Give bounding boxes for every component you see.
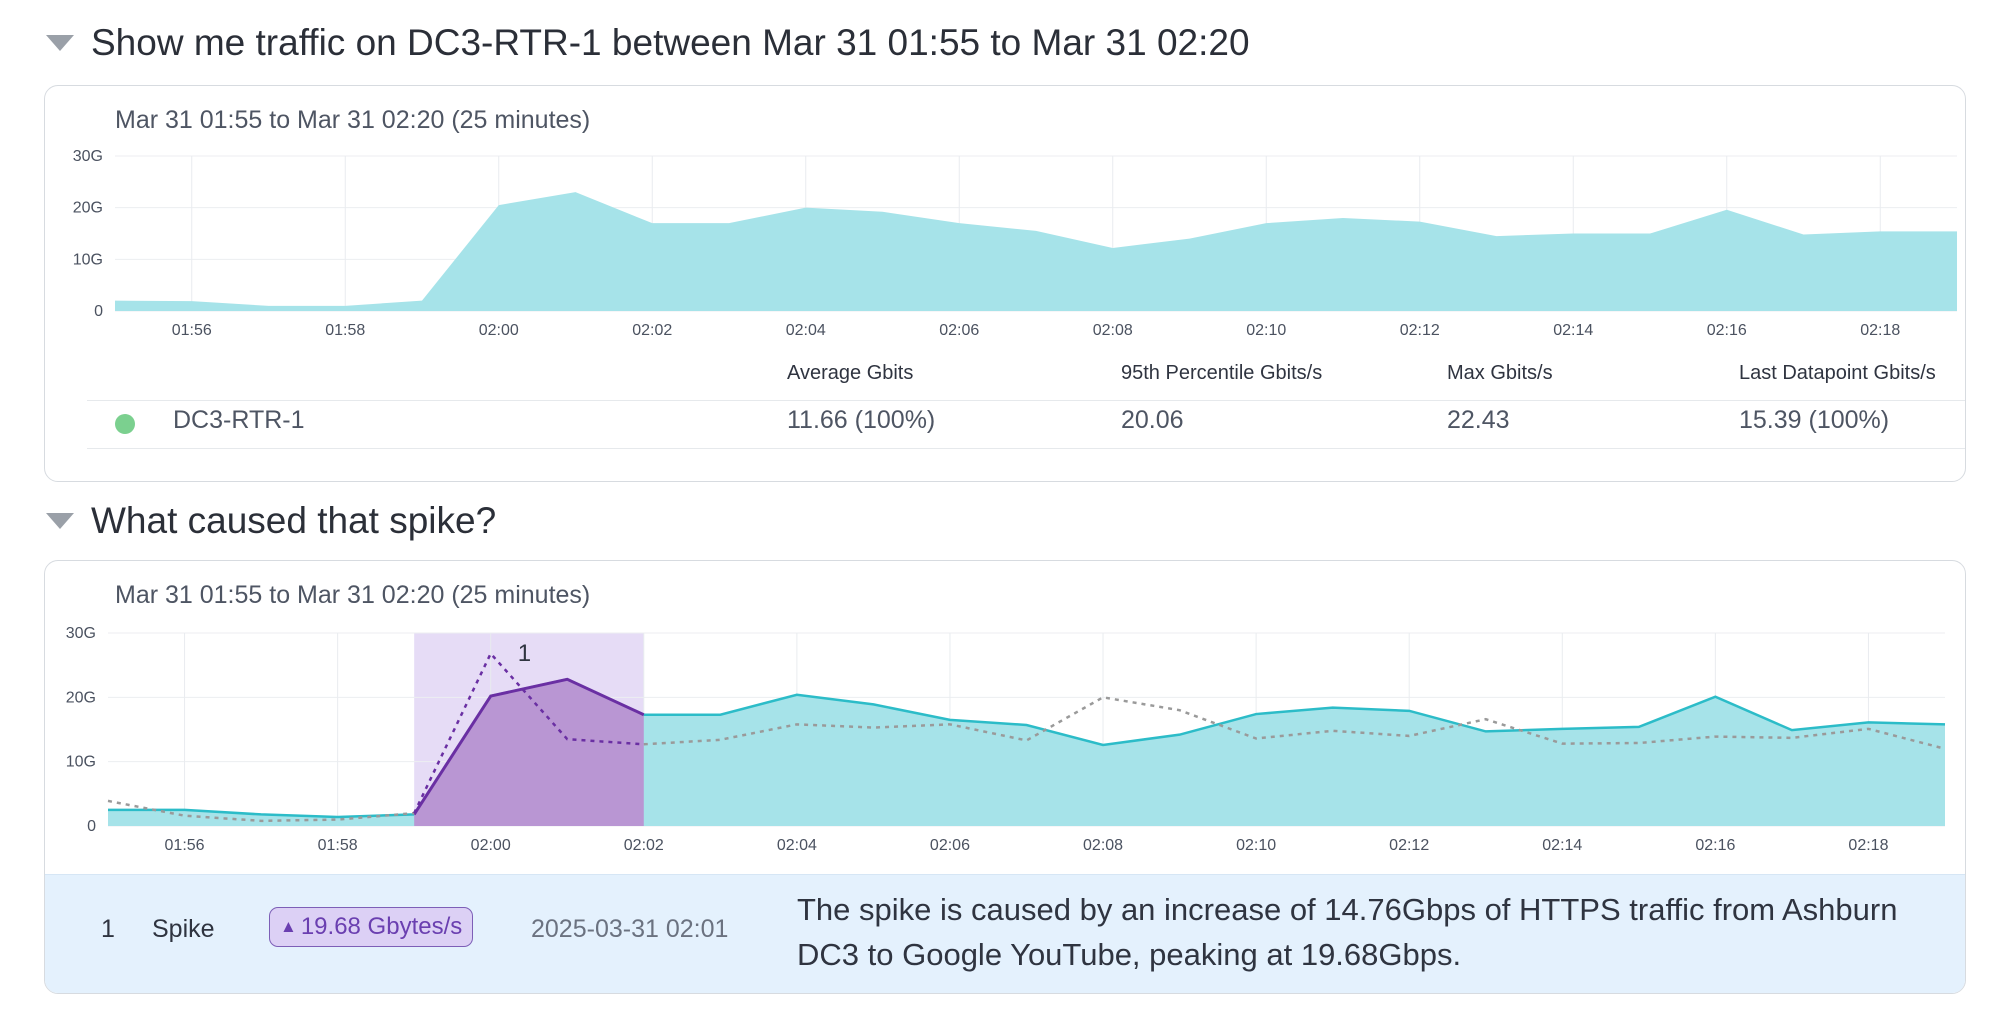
x-tick-label: 02:04 [786,322,826,339]
x-tick-label: 02:02 [632,322,672,339]
x-tick-label: 01:56 [172,322,212,339]
stats-header-average: Average Gbits [787,362,914,384]
x-tick-label: 02:14 [1542,837,1582,854]
y-tick-label: 20G [66,689,96,706]
stats-header-last: Last Datapoint Gbits/s [1739,362,1936,384]
arrow-up-icon: ▲ [280,917,297,936]
section-header-traffic[interactable]: Show me traffic on DC3-RTR-1 between Mar… [46,22,1250,64]
y-tick-label: 10G [73,251,103,268]
x-tick-label: 02:16 [1695,837,1735,854]
stats-header-max: Max Gbits/s [1447,362,1553,384]
spike-description: The spike is caused by an increase of 14… [797,892,1898,972]
section-title: What caused that spike? [91,500,497,541]
spike-panel: Mar 31 01:55 to Mar 31 02:20 (25 minutes… [44,560,1966,994]
traffic-area-chart: 0 10G 20G 30G 01:56 01:58 02:00 02:02 02:04 02:06… [73,148,1957,339]
stat-p95: 20.06 [1121,406,1184,434]
x-tick-label: 02:06 [939,322,979,339]
area-fill [108,679,1945,826]
series-color-dot [115,414,135,434]
x-tick-label: 02:14 [1553,322,1593,339]
chart-range-label: Mar 31 01:55 to Mar 31 02:20 (25 minutes… [115,106,591,134]
x-tick-label: 02:16 [1707,322,1747,339]
traffic-panel: Mar 31 01:55 to Mar 31 02:20 (25 minutes… [44,85,1966,482]
comparison-line [107,799,415,823]
x-tick-label: 02:04 [777,837,817,854]
comparison-line-spike [413,651,644,814]
spike-row[interactable]: 1 Spike ▲ 19.68 Gbytes/s 2025-03-31 02:0… [45,874,1965,993]
y-tick-label: 30G [73,148,103,165]
x-tick-label: 02:18 [1848,837,1888,854]
section-title: Show me traffic on DC3-RTR-1 between Mar… [91,22,1250,63]
spike-area-fill [414,679,644,826]
comparison-line [643,696,1946,751]
x-tick-label: 02:02 [624,837,664,854]
y-tick-label: 30G [66,625,96,642]
section-header-spike[interactable]: What caused that spike? [46,500,496,542]
stat-max: 22.43 [1447,406,1510,434]
y-tick-label: 20G [73,200,103,217]
spike-line [412,677,645,816]
x-tick-label: 02:12 [1389,837,1429,854]
x-tick-label: 01:58 [318,837,358,854]
collapse-caret-icon[interactable] [46,35,74,51]
x-tick-label: 01:56 [165,837,205,854]
stat-last: 15.39 (100%) [1739,406,1890,434]
spike-area-chart: 0 10G 20G 30G 01:56 01:58 02:00 02:02 02:04 02:06… [66,625,1946,854]
x-tick-label: 02:12 [1400,322,1440,339]
collapse-caret-icon[interactable] [46,513,74,529]
divider [87,448,1965,449]
x-tick-label: 02:10 [1236,837,1276,854]
y-tick-label: 10G [66,754,96,771]
spike-number: 1 [101,915,115,943]
x-tick-label: 02:00 [479,322,519,339]
y-tick-label: 0 [87,818,96,835]
chart-range-label: Mar 31 01:55 to Mar 31 02:20 (25 minutes… [115,581,591,609]
spike-timestamp: 2025-03-31 02:01 [531,915,729,943]
x-tick-label: 02:18 [1860,322,1900,339]
series-name[interactable]: DC3-RTR-1 [173,406,305,434]
y-tick-label: 0 [94,303,103,320]
area-fill [115,192,1957,311]
spike-annotation-label: 1 [518,640,531,667]
divider [87,400,1965,401]
x-tick-label: 02:08 [1083,837,1123,854]
spike-label: Spike [152,915,215,943]
x-tick-label: 02:00 [471,837,511,854]
x-tick-label: 02:06 [930,837,970,854]
x-tick-label: 01:58 [325,322,365,339]
spike-value-badge: ▲ 19.68 Gbytes/s [269,907,474,947]
stat-average: 11.66 (100%) [787,406,936,434]
spike-value: 19.68 Gbytes/s [300,913,463,940]
x-tick-label: 02:10 [1246,322,1286,339]
stats-header-p95: 95th Percentile Gbits/s [1121,362,1323,384]
x-tick-label: 02:08 [1093,322,1133,339]
